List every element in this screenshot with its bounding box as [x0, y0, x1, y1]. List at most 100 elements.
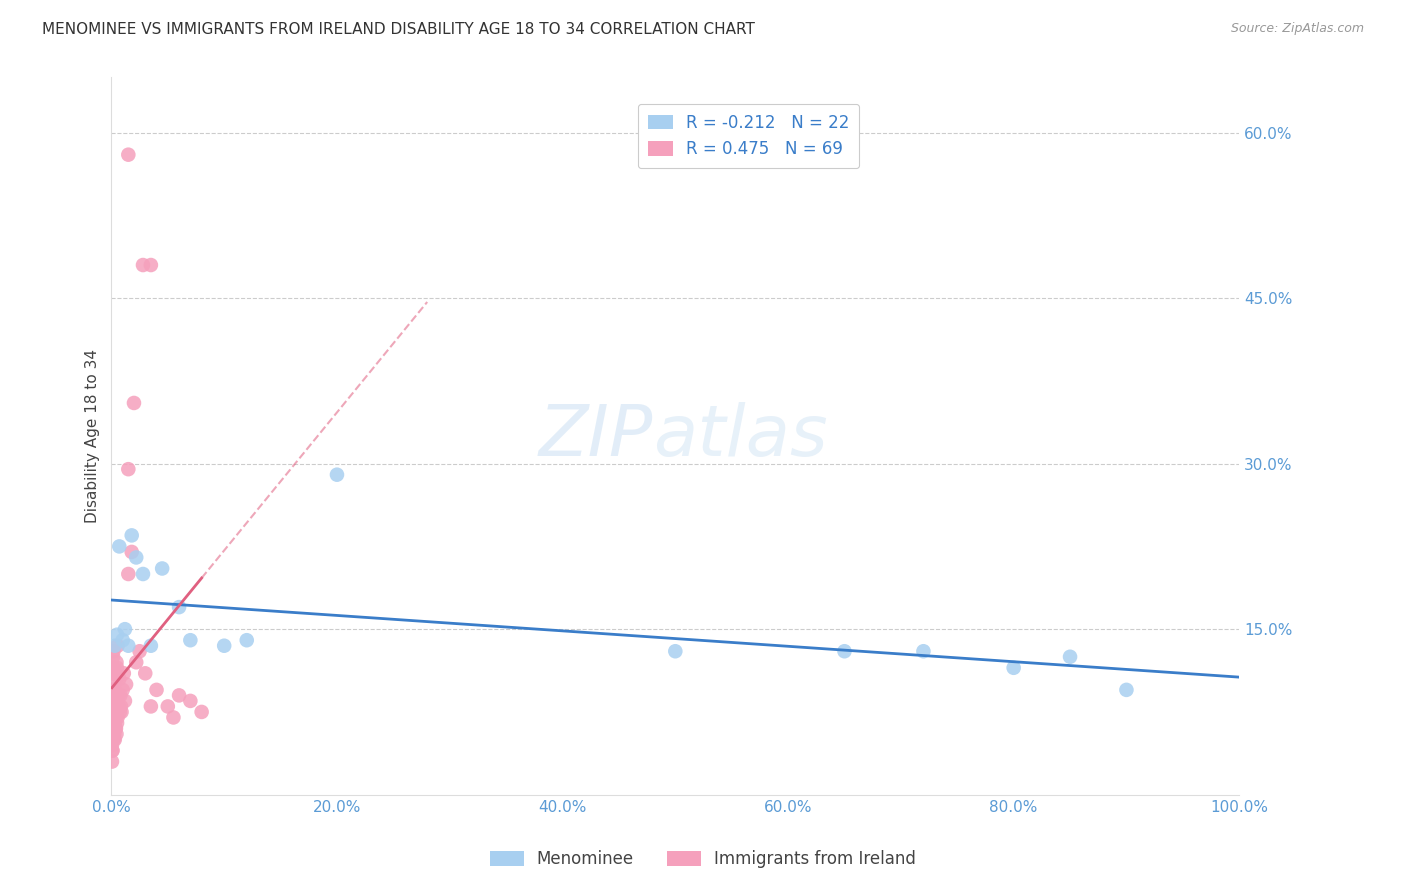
Point: [101, 743, 124, 757]
Point: [103, 732, 125, 747]
Point: [104, 722, 127, 736]
Point: [101, 727, 124, 741]
Point: [117, 639, 139, 653]
Point: [101, 743, 124, 757]
Point: [103, 699, 125, 714]
Point: [103, 682, 125, 697]
Point: [104, 694, 127, 708]
Point: [105, 716, 128, 731]
Point: [110, 699, 132, 714]
Point: [101, 699, 124, 714]
Legend: R = -0.212   N = 22, R = 0.475   N = 69: R = -0.212 N = 22, R = 0.475 N = 69: [638, 103, 859, 168]
Point: [101, 694, 124, 708]
Point: [179, 694, 201, 708]
Point: [101, 727, 124, 741]
Point: [1002, 661, 1025, 675]
Text: atlas: atlas: [652, 401, 827, 471]
Point: [125, 655, 148, 669]
Point: [104, 672, 127, 686]
Legend: Menominee, Immigrants from Ireland: Menominee, Immigrants from Ireland: [484, 844, 922, 875]
Point: [212, 639, 235, 653]
Point: [104, 639, 127, 653]
Point: [107, 639, 129, 653]
Point: [101, 689, 124, 703]
Point: [104, 682, 127, 697]
Point: [104, 666, 127, 681]
Point: [190, 705, 212, 719]
Point: [104, 722, 127, 736]
Point: [117, 567, 139, 582]
Point: [103, 716, 125, 731]
Point: [235, 633, 257, 648]
Point: [114, 694, 136, 708]
Point: [134, 666, 156, 681]
Point: [664, 644, 686, 658]
Point: [150, 561, 173, 575]
Point: [108, 705, 131, 719]
Point: [101, 666, 124, 681]
Point: [101, 710, 124, 724]
Point: [912, 644, 935, 658]
Point: [139, 639, 162, 653]
Point: [326, 467, 349, 482]
Point: [105, 727, 128, 741]
Point: [105, 655, 128, 669]
Point: [104, 732, 127, 747]
Point: [101, 722, 124, 736]
Point: [101, 716, 124, 731]
Point: [104, 705, 127, 719]
Point: [145, 682, 167, 697]
Point: [105, 705, 128, 719]
Point: [162, 710, 184, 724]
Point: [156, 699, 179, 714]
Point: [103, 710, 125, 724]
Point: [111, 633, 134, 648]
Point: [101, 732, 124, 747]
Point: [121, 528, 143, 542]
Text: Source: ZipAtlas.com: Source: ZipAtlas.com: [1230, 22, 1364, 36]
Point: [101, 716, 124, 731]
Point: [101, 755, 124, 769]
Point: [105, 628, 128, 642]
Point: [117, 147, 139, 161]
Point: [108, 672, 131, 686]
Point: [103, 727, 125, 741]
Point: [115, 677, 138, 691]
Point: [167, 600, 190, 615]
Point: [1059, 649, 1081, 664]
Point: [111, 682, 134, 697]
Point: [167, 689, 190, 703]
Point: [107, 689, 129, 703]
Point: [117, 462, 139, 476]
Point: [834, 644, 856, 658]
Text: ZIP: ZIP: [538, 401, 652, 471]
Point: [179, 633, 201, 648]
Point: [112, 666, 135, 681]
Point: [101, 738, 124, 752]
Point: [103, 716, 125, 731]
Point: [103, 661, 125, 675]
Point: [139, 258, 162, 272]
Point: [105, 661, 128, 675]
Point: [122, 396, 145, 410]
Point: [110, 705, 132, 719]
Point: [108, 540, 131, 554]
Point: [101, 649, 124, 664]
Point: [125, 550, 148, 565]
Point: [121, 545, 143, 559]
Point: [103, 644, 125, 658]
Point: [107, 699, 129, 714]
Point: [107, 710, 129, 724]
Y-axis label: Disability Age 18 to 34: Disability Age 18 to 34: [86, 349, 100, 523]
Point: [1115, 682, 1137, 697]
Point: [128, 644, 150, 658]
Point: [139, 699, 162, 714]
Point: [132, 567, 155, 582]
Text: MENOMINEE VS IMMIGRANTS FROM IRELAND DISABILITY AGE 18 TO 34 CORRELATION CHART: MENOMINEE VS IMMIGRANTS FROM IRELAND DIS…: [42, 22, 755, 37]
Point: [114, 622, 136, 636]
Point: [101, 682, 124, 697]
Point: [132, 258, 155, 272]
Point: [110, 689, 132, 703]
Point: [103, 682, 125, 697]
Point: [101, 710, 124, 724]
